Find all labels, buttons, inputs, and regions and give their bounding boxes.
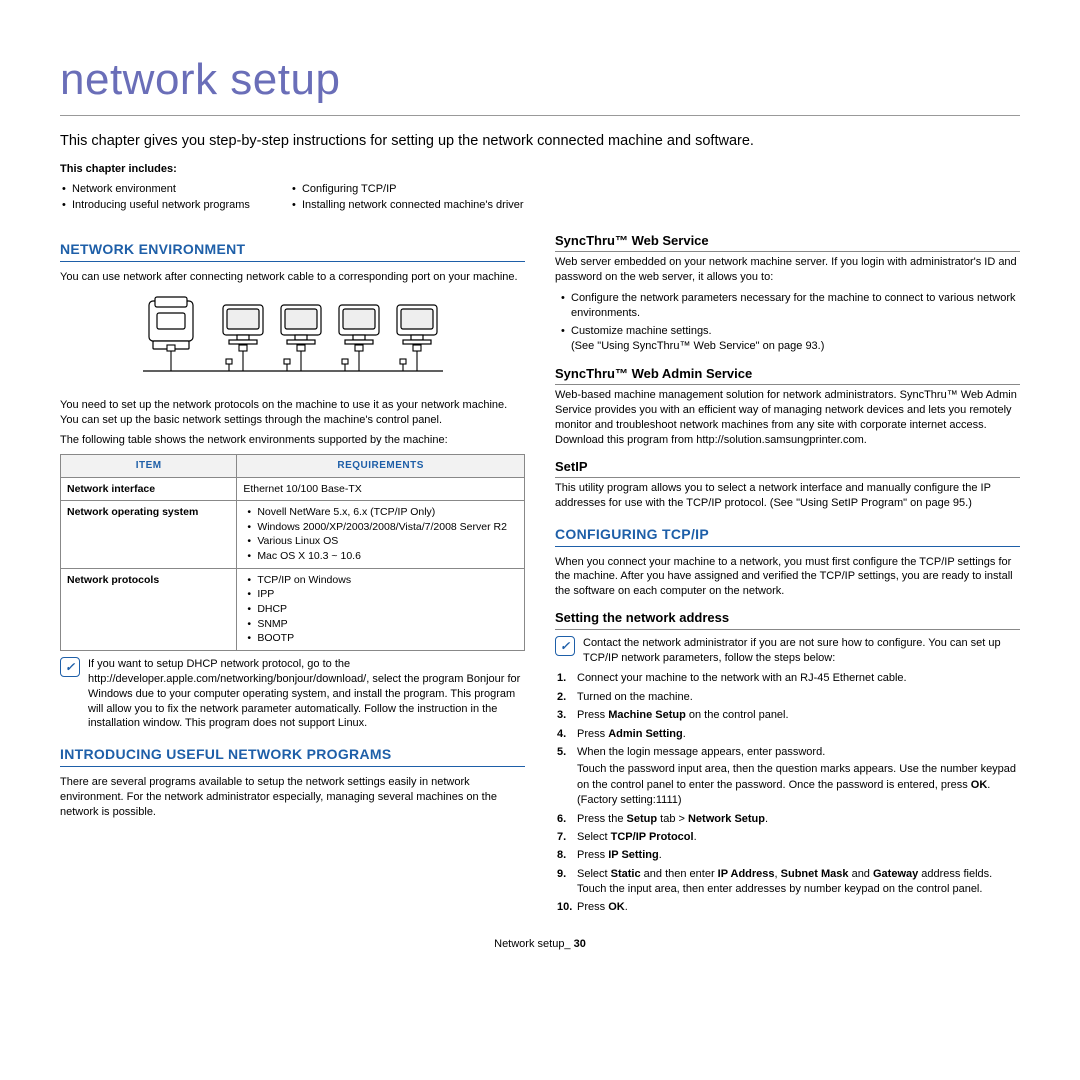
table-cell-item: Novell NetWare 5.x, 6.x (TCP/IP Only): [243, 505, 518, 520]
table-col-req: REQUIREMENTS: [237, 455, 525, 478]
table-row-value: TCP/IP on WindowsIPPDHCPSNMPBOOTP: [237, 568, 525, 650]
setip-p1: This utility program allows you to selec…: [555, 481, 1020, 511]
dhcp-note-text: If you want to setup DHCP network protoc…: [88, 657, 525, 731]
step-item: Select TCP/IP Protocol.: [555, 830, 1020, 845]
table-row-label: Network operating system: [61, 500, 237, 568]
table-cell-item: BOOTP: [243, 631, 518, 646]
page-footer: Network setup_ 30: [60, 937, 1020, 952]
table-row: Network protocolsTCP/IP on WindowsIPPDHC…: [61, 568, 525, 650]
left-column: NETWORK ENVIRONMENT You can use network …: [60, 232, 525, 919]
includes-left-list: Network environmentIntroducing useful ne…: [60, 181, 250, 214]
table-cell-item: Various Linux OS: [243, 534, 518, 549]
netenv-p1: You can use network after connecting net…: [60, 270, 525, 285]
useful-p1: There are several programs available to …: [60, 775, 525, 820]
section-useful-programs: INTRODUCING USEFUL NETWORK PROGRAMS: [60, 745, 525, 767]
table-row: Network interfaceEthernet 10/100 Base-TX: [61, 477, 525, 500]
table-row: Network operating systemNovell NetWare 5…: [61, 500, 525, 568]
includes-right-list: Configuring TCP/IPInstalling network con…: [290, 181, 524, 214]
section-tcpip: CONFIGURING TCP/IP: [555, 525, 1020, 547]
network-diagram: [60, 291, 525, 390]
step-item: Press Machine Setup on the control panel…: [555, 708, 1020, 723]
table-cell-item: IPP: [243, 587, 518, 602]
step-sub: Touch the password input area, then the …: [577, 762, 1020, 808]
includes-item: Network environment: [60, 181, 250, 198]
tcpip-steps: Connect your machine to the network with…: [555, 671, 1020, 915]
table-cell-item: TCP/IP on Windows: [243, 573, 518, 588]
table-row-label: Network interface: [61, 477, 237, 500]
sub-setting-address: Setting the network address: [555, 609, 1020, 630]
includes-heading: This chapter includes:: [60, 162, 1020, 177]
step-item: Connect your machine to the network with…: [555, 671, 1020, 686]
step-item: Press Admin Setting.: [555, 727, 1020, 742]
page-title: network setup: [60, 50, 1020, 109]
table-row-value: Novell NetWare 5.x, 6.x (TCP/IP Only)Win…: [237, 500, 525, 568]
table-cell-item: Mac OS X 10.3 ~ 10.6: [243, 549, 518, 564]
tcpip-p1: When you connect your machine to a netwo…: [555, 555, 1020, 600]
step-item: Press IP Setting.: [555, 848, 1020, 863]
includes-item: Installing network connected machine's d…: [290, 197, 524, 214]
footer-page-num: 30: [574, 938, 586, 950]
sub-syncthru-web: SyncThru™ Web Service: [555, 232, 1020, 253]
includes-item: Introducing useful network programs: [60, 197, 250, 214]
syncthru-item: Configure the network parameters necessa…: [555, 291, 1020, 322]
tcpip-note-text: Contact the network administrator if you…: [583, 636, 1020, 666]
table-row-label: Network protocols: [61, 568, 237, 650]
sub-syncthru-admin: SyncThru™ Web Admin Service: [555, 365, 1020, 386]
step-item: When the login message appears, enter pa…: [555, 745, 1020, 809]
step-item: Select Static and then enter IP Address,…: [555, 867, 1020, 898]
title-rule: [60, 115, 1020, 116]
step-item: Press the Setup tab > Network Setup.: [555, 812, 1020, 827]
syncthru-admin-p1: Web-based machine management solution fo…: [555, 388, 1020, 447]
chapter-intro: This chapter gives you step-by-step inst…: [60, 132, 1020, 152]
note-icon: ✓: [60, 657, 80, 677]
includes-columns: Network environmentIntroducing useful ne…: [60, 181, 1020, 214]
note-icon: ✓: [555, 636, 575, 656]
footer-label: Network setup_: [494, 938, 570, 950]
dhcp-note: ✓ If you want to setup DHCP network prot…: [60, 657, 525, 731]
netenv-p3: The following table shows the network en…: [60, 433, 525, 448]
syncthru-item: Customize machine settings. (See "Using …: [555, 324, 1020, 355]
sub-setip: SetIP: [555, 458, 1020, 479]
syncthru-web-list: Configure the network parameters necessa…: [555, 291, 1020, 355]
tcpip-note: ✓ Contact the network administrator if y…: [555, 636, 1020, 666]
section-network-env: NETWORK ENVIRONMENT: [60, 240, 525, 262]
table-row-value: Ethernet 10/100 Base-TX: [237, 477, 525, 500]
table-col-item: ITEM: [61, 455, 237, 478]
table-cell-item: Windows 2000/XP/2003/2008/Vista/7/2008 S…: [243, 520, 518, 535]
syncthru-web-p1: Web server embedded on your network mach…: [555, 255, 1020, 285]
requirements-table: ITEM REQUIREMENTS Network interfaceEther…: [60, 454, 525, 651]
table-cell-item: SNMP: [243, 617, 518, 632]
step-item: Press OK.: [555, 900, 1020, 915]
table-cell-item: DHCP: [243, 602, 518, 617]
right-column: SyncThru™ Web Service Web server embedde…: [555, 232, 1020, 919]
netenv-p2: You need to set up the network protocols…: [60, 398, 525, 428]
step-item: Turned on the machine.: [555, 690, 1020, 705]
includes-item: Configuring TCP/IP: [290, 181, 524, 198]
